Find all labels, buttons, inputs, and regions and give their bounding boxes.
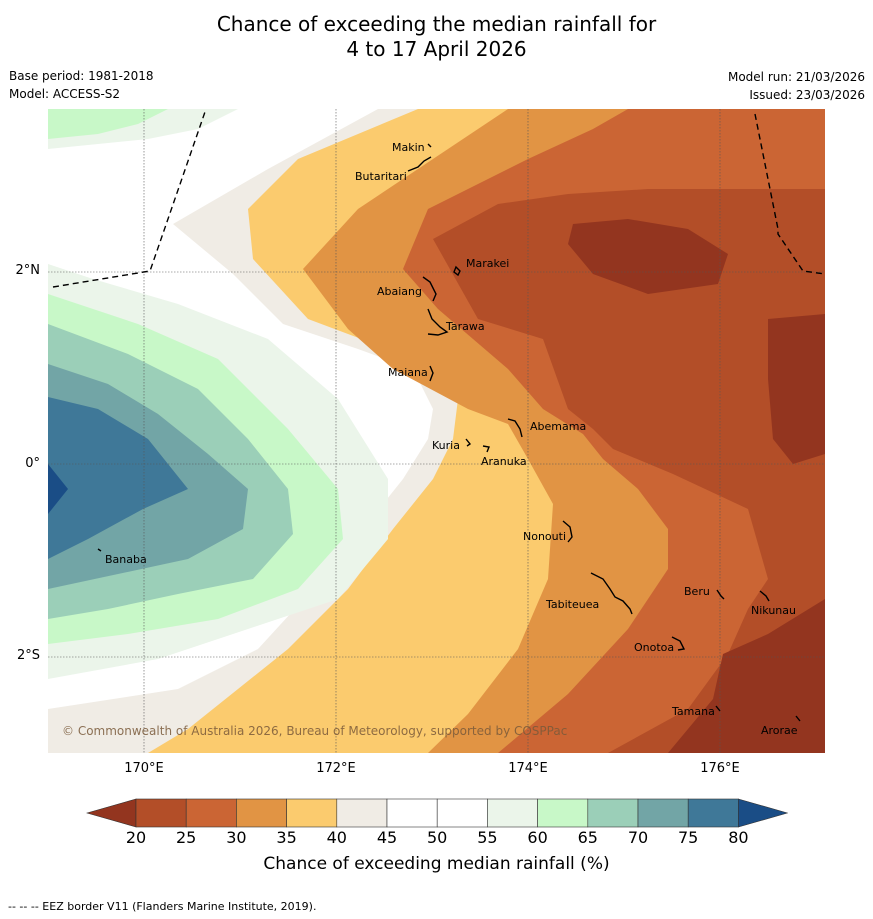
island-nonouti — [562, 520, 573, 543]
colorbar-cell-20-25 — [135, 798, 187, 828]
colorbar-tick-25: 25 — [176, 828, 197, 847]
islands — [97, 143, 801, 722]
island-tamana — [715, 705, 721, 712]
lat-label-0: 0° — [25, 456, 40, 471]
label-tamana: Tamana — [671, 705, 715, 718]
title-line-1: Chance of exceeding the median rainfall … — [216, 12, 657, 36]
colorbar-cell-35-40 — [286, 798, 338, 828]
rainfall-map: Makin Butaritari Marakei Abaiang Tarawa … — [48, 109, 825, 753]
colorbar-tick-45: 45 — [376, 828, 398, 847]
colorbar-cell-40-45 — [336, 798, 388, 828]
lon-label-172e: 172°E — [316, 761, 356, 776]
island-maiana — [429, 365, 434, 382]
label-banaba: Banaba — [105, 553, 147, 566]
meta-left: Base period: 1981-2018 Model: ACCESS-S2 — [9, 67, 154, 103]
colorbar-cell-50-55 — [436, 798, 488, 828]
label-marakei: Marakei — [466, 257, 509, 270]
colorbar-tick-60: 60 — [527, 828, 548, 847]
colorbar-arrow-high — [738, 798, 788, 828]
island-tarawa — [427, 308, 449, 336]
island-butaritari — [407, 156, 432, 172]
island-arorae — [795, 715, 801, 722]
island-beru — [716, 589, 725, 600]
island-tabiteuea — [590, 572, 633, 615]
label-tarawa: Tarawa — [445, 320, 485, 333]
colorbar-cell-65-70 — [587, 798, 639, 828]
band-below-20-south — [668, 599, 825, 753]
label-arorae: Arorae — [761, 724, 798, 737]
band-below-20-north — [568, 219, 728, 294]
colorbar-tick-75: 75 — [678, 828, 699, 847]
band-80-plus — [48, 464, 68, 514]
colorbar-tick-40: 40 — [326, 828, 347, 847]
colorbar-tick-50: 50 — [427, 828, 448, 847]
colorbar-cells — [86, 798, 788, 828]
colorbar-tick-80: 80 — [728, 828, 749, 847]
island-abemama — [507, 418, 523, 438]
colorbar-tick-65: 65 — [577, 828, 598, 847]
colorbar-cell-45-50 — [386, 798, 438, 828]
island-labels: Makin Butaritari Marakei Abaiang Tarawa … — [105, 141, 798, 737]
title-line-2: 4 to 17 April 2026 — [346, 37, 527, 61]
eez-border-east — [754, 113, 825, 275]
label-beru: Beru — [684, 585, 710, 598]
map-title: Chance of exceeding the median rainfall … — [0, 12, 873, 62]
label-nikunau: Nikunau — [751, 604, 796, 617]
colorbar-cell-30-35 — [236, 798, 287, 828]
lon-label-176e: 176°E — [700, 761, 740, 776]
model-name: Model: ACCESS-S2 — [9, 87, 121, 101]
island-kuria — [465, 438, 472, 447]
colorbar-tick-55: 55 — [477, 828, 498, 847]
colorbar-cell-60-65 — [537, 798, 589, 828]
lat-label-2s: 2°S — [16, 648, 40, 663]
base-period: Base period: 1981-2018 — [9, 69, 154, 83]
label-kuria: Kuria — [432, 439, 460, 452]
label-aranuka: Aranuka — [481, 455, 527, 468]
issued-date: Issued: 23/03/2026 — [749, 88, 865, 102]
model-run: Model run: 21/03/2026 — [727, 70, 865, 84]
colorbar-arrow-low — [86, 798, 137, 828]
label-onotoa: Onotoa — [634, 641, 674, 654]
band-60-65-north — [48, 109, 168, 139]
band-75-80 — [48, 397, 188, 559]
island-nikunau — [759, 590, 770, 602]
island-marakei — [453, 265, 461, 277]
band-20-25 — [433, 189, 825, 753]
copyright-notice: © Commonwealth of Australia 2026, Bureau… — [62, 724, 568, 738]
colorbar-cell-25-30 — [185, 798, 237, 828]
colorbar-tick-30: 30 — [226, 828, 247, 847]
label-makin: Makin — [392, 141, 425, 154]
colorbar-tick-35: 35 — [276, 828, 297, 847]
label-abaiang: Abaiang — [377, 285, 422, 298]
island-banaba — [97, 548, 102, 552]
lon-label-170e: 170°E — [124, 761, 164, 776]
label-tabiteuea: Tabiteuea — [545, 598, 599, 611]
colorbar-cell-55-60 — [487, 798, 538, 828]
label-nonouti: Nonouti — [523, 530, 566, 543]
colorbar-tick-70: 70 — [627, 828, 649, 847]
label-abemama: Abemama — [530, 420, 586, 433]
eez-border-west — [52, 109, 207, 288]
colorbar-tick-20: 20 — [125, 828, 147, 847]
meta-right: Model run: 21/03/2026 Issued: 23/03/2026 — [728, 68, 865, 104]
label-butaritari: Butaritari — [355, 170, 407, 183]
colorbar-cell-75-80 — [687, 798, 739, 828]
island-onotoa — [671, 636, 686, 651]
lon-label-174e: 174°E — [508, 761, 548, 776]
colorbar-cell-70-75 — [637, 798, 689, 828]
lat-label-2n: 2°N — [15, 263, 41, 278]
island-makin — [427, 143, 432, 148]
colorbar — [86, 798, 788, 828]
colorbar-label: Chance of exceeding median rainfall (%) — [263, 854, 610, 874]
label-maiana: Maiana — [388, 366, 428, 379]
island-aranuka — [482, 445, 490, 453]
eez-footer-note: -- -- -- EEZ border V11 (Flanders Marine… — [8, 900, 317, 913]
island-abaiang — [422, 276, 437, 302]
gridlines — [48, 109, 825, 753]
band-below-20-east — [768, 314, 825, 464]
